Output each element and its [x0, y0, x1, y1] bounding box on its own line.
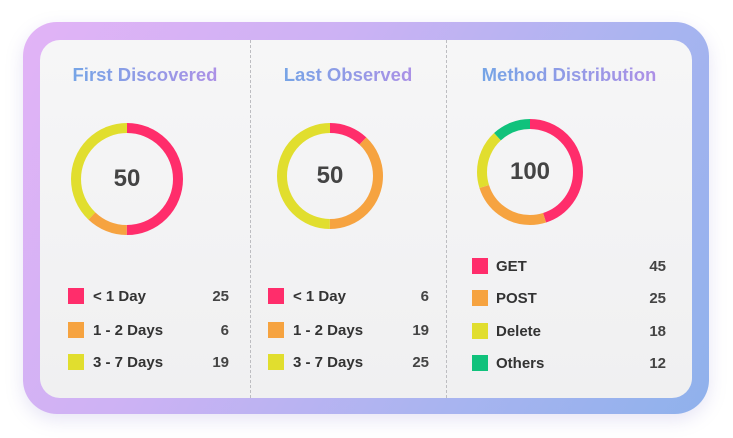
legend-count: 25 — [412, 353, 429, 371]
legend-swatch — [268, 354, 284, 370]
donut-segment — [477, 119, 583, 225]
legend-item: 1 - 2 Days 6 — [40, 318, 250, 342]
legend-label: 3 - 7 Days — [293, 353, 364, 371]
legend-item: Delete 18 — [446, 319, 692, 343]
donut-segment — [477, 119, 583, 225]
legend-item: Others 12 — [446, 351, 692, 375]
legend-label: POST — [496, 289, 537, 307]
donut-svg — [477, 119, 583, 225]
legend-count: 19 — [212, 353, 229, 371]
donut-chart: 50 — [276, 122, 384, 230]
donut-center-value: 50 — [316, 162, 344, 189]
legend-label: GET — [496, 257, 527, 275]
panel-title: First Discovered — [40, 64, 250, 86]
donut-svg — [277, 123, 383, 229]
legend-count: 12 — [649, 354, 666, 372]
legend-item: 3 - 7 Days 19 — [40, 350, 250, 374]
donut-svg — [71, 123, 183, 235]
stats-card: First Discovered 50 < 1 Day 25 1 - 2 Day… — [40, 40, 692, 398]
legend-label: 3 - 7 Days — [93, 353, 164, 371]
panel-first-discovered: First Discovered 50 < 1 Day 25 1 - 2 Day… — [40, 40, 250, 398]
donut-segment — [71, 123, 183, 235]
legend-swatch — [68, 322, 84, 338]
legend-count: 6 — [220, 321, 229, 339]
legend-count: 18 — [649, 322, 666, 340]
legend-swatch — [68, 354, 84, 370]
legend-count: 6 — [420, 287, 429, 305]
legend-count: 25 — [212, 287, 229, 305]
donut-chart: 100 — [476, 118, 584, 226]
legend-label: 1 - 2 Days — [93, 321, 164, 339]
legend-label: < 1 Day — [293, 287, 346, 305]
panel-title: Last Observed — [250, 64, 446, 86]
legend-swatch — [472, 290, 488, 306]
legend-item: 1 - 2 Days 19 — [250, 318, 446, 342]
legend-swatch — [472, 258, 488, 274]
panel-title: Method Distribution — [446, 64, 692, 86]
legend-item: POST 25 — [446, 286, 692, 310]
donut-center-value: 100 — [509, 158, 551, 185]
donut-center-value: 50 — [113, 165, 141, 192]
panel-divider — [446, 40, 447, 398]
legend-count: 19 — [412, 321, 429, 339]
legend-count: 45 — [649, 257, 666, 275]
legend-label: Others — [496, 354, 545, 372]
panel-method-distribution: Method Distribution 100 GET 45 POST 25 D… — [446, 40, 692, 398]
donut-chart: 50 — [70, 122, 184, 236]
legend-label: Delete — [496, 322, 542, 340]
legend-count: 25 — [649, 289, 666, 307]
legend-label: 1 - 2 Days — [293, 321, 364, 339]
donut-segment — [277, 123, 383, 229]
legend-item: GET 45 — [446, 254, 692, 278]
panel-divider — [250, 40, 251, 398]
legend-item: < 1 Day 6 — [250, 284, 446, 308]
panel-last-observed: Last Observed 50 < 1 Day 6 1 - 2 Days 19… — [250, 40, 446, 398]
legend-label: < 1 Day — [93, 287, 146, 305]
donut-segment — [277, 123, 383, 229]
legend-item: 3 - 7 Days 25 — [250, 350, 446, 374]
legend-swatch — [268, 322, 284, 338]
legend-swatch — [472, 323, 488, 339]
donut-segment — [477, 119, 583, 225]
legend-swatch — [472, 355, 488, 371]
legend-swatch — [68, 288, 84, 304]
legend-item: < 1 Day 25 — [40, 284, 250, 308]
legend-swatch — [268, 288, 284, 304]
